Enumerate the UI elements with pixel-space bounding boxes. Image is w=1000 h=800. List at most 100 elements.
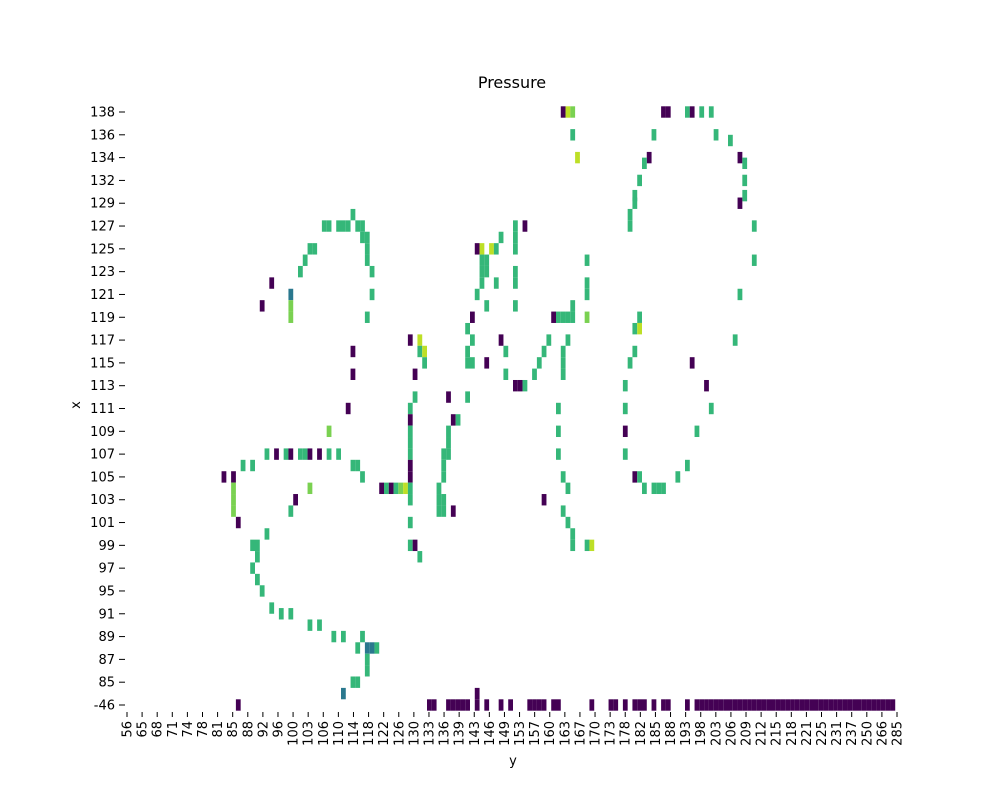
heatmap-cell <box>360 630 365 643</box>
heatmap-cell <box>374 642 380 654</box>
heatmap-cell <box>513 231 518 244</box>
heatmap-cell <box>255 539 260 552</box>
x-tick-label: 100 <box>287 721 302 746</box>
heatmap-cell <box>833 699 838 711</box>
y-tick-label: 101 <box>90 516 115 531</box>
heatmap-cell <box>465 699 470 711</box>
heatmap-cell <box>622 402 628 415</box>
heatmap-cell <box>412 539 418 552</box>
x-tick-label: 74 <box>181 721 196 738</box>
y-tick-label: 103 <box>90 493 115 508</box>
heatmap-cell <box>317 448 322 460</box>
heatmap-cell <box>436 482 442 495</box>
heatmap-cell <box>742 174 748 187</box>
heatmap-cell <box>460 699 466 711</box>
heatmap-cell <box>556 699 561 711</box>
heatmap-cell <box>407 437 413 449</box>
heatmap-cell <box>570 539 576 552</box>
y-tick-label: 138 <box>90 106 115 121</box>
heatmap-cell <box>646 151 652 164</box>
heatmap-cell <box>708 106 714 118</box>
x-tick-label: 215 <box>770 721 785 746</box>
heatmap-cell <box>699 106 705 118</box>
heatmap-cell <box>513 277 518 289</box>
heatmap-cell <box>355 459 361 472</box>
heatmap-cell <box>632 189 638 202</box>
heatmap-cell <box>250 562 255 574</box>
heatmap-cell <box>341 687 346 700</box>
heatmap-cell <box>704 699 709 711</box>
heatmap-cell <box>718 699 724 711</box>
heatmap-cell <box>613 699 619 711</box>
heatmap-cell <box>369 265 375 278</box>
heatmap-cell <box>388 482 394 495</box>
heatmap-cell <box>259 300 265 312</box>
heatmap-cell <box>360 471 365 483</box>
heatmap-cell <box>441 494 447 506</box>
heatmap-cell <box>407 482 413 495</box>
heatmap-cell <box>364 665 370 677</box>
heatmap-cell <box>341 630 346 643</box>
heatmap-cell <box>708 699 714 711</box>
heatmap-cell <box>699 699 705 711</box>
heatmap-cell <box>407 414 413 426</box>
x-tick-label: 56 <box>121 721 136 738</box>
heatmap-cell <box>298 448 303 460</box>
heatmap-cell <box>541 345 547 358</box>
heatmap-cell <box>407 334 413 346</box>
heatmap-cell <box>235 516 241 529</box>
y-tick-label: 134 <box>90 151 115 166</box>
heatmap-cell <box>484 254 490 266</box>
heatmap-cell <box>498 699 504 711</box>
heatmap-cell <box>560 345 566 358</box>
x-tick-label: 149 <box>498 721 513 746</box>
heatmap-cell <box>857 699 862 711</box>
x-tick-label: 71 <box>166 721 181 738</box>
y-tick-label: 105 <box>90 470 115 485</box>
heatmap-cell <box>369 288 375 301</box>
heatmap-cell <box>642 699 647 711</box>
y-tick-label: 85 <box>98 676 115 691</box>
x-tick-label: 130 <box>407 721 422 746</box>
y-tick-label: 97 <box>98 562 115 577</box>
heatmap-cell <box>632 471 638 483</box>
x-tick-label: 178 <box>619 721 634 746</box>
y-tick-label: 107 <box>90 448 115 463</box>
x-tick-label: 193 <box>679 721 694 746</box>
heatmap-cell <box>642 482 647 495</box>
heatmap-cell <box>751 699 757 711</box>
heatmap-cell <box>532 699 537 711</box>
heatmap-cell <box>627 208 633 221</box>
x-tick-label: 126 <box>392 721 407 746</box>
chart-title: Pressure <box>478 73 546 92</box>
heatmap-cell <box>403 482 408 495</box>
heatmap-cell <box>341 220 346 232</box>
heatmap-cell <box>513 243 518 255</box>
heatmap-cell <box>775 699 781 711</box>
heatmap-cell <box>637 174 642 187</box>
heatmap-cell <box>484 357 490 369</box>
heatmap-cell <box>345 220 351 232</box>
heatmap-cell <box>255 573 260 586</box>
heatmap-cell <box>627 220 633 232</box>
heatmap-cell <box>288 505 294 517</box>
heatmap-cell <box>742 699 748 711</box>
x-tick-label: 88 <box>241 721 256 738</box>
heatmap-cell <box>622 379 628 392</box>
heatmap-cell <box>450 505 456 517</box>
heatmap-cell <box>498 334 504 346</box>
x-tick-label: 153 <box>513 721 528 746</box>
heatmap-cell <box>288 288 294 301</box>
heatmap-cell <box>321 220 327 232</box>
heatmap-cell <box>417 334 423 346</box>
heatmap-cell <box>847 699 853 711</box>
heatmap-cell <box>675 471 681 483</box>
heatmap-cell <box>689 106 695 118</box>
x-tick-label: 212 <box>755 721 770 746</box>
heatmap-cell <box>685 106 690 118</box>
heatmap-cell <box>890 699 896 711</box>
x-tick-label: 285 <box>891 721 906 746</box>
heatmap-cell <box>503 345 509 358</box>
y-tick-label: 136 <box>90 128 115 143</box>
heatmap-cell <box>288 608 294 620</box>
